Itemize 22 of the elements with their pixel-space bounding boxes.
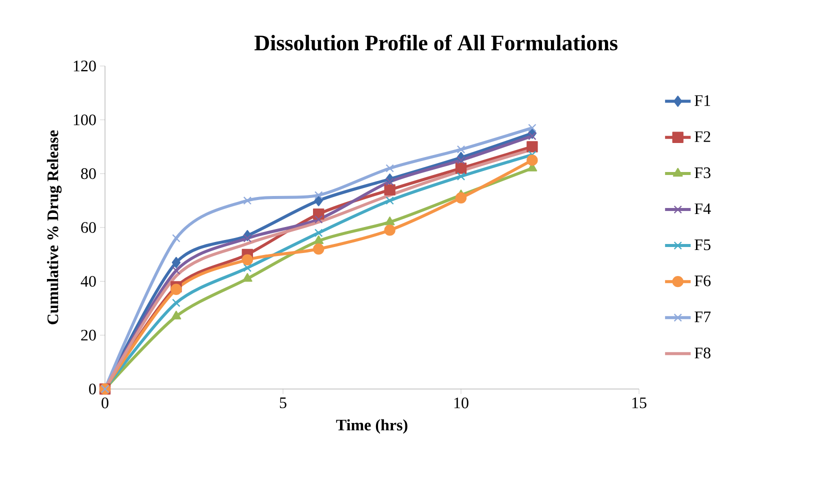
legend-label: F5 xyxy=(694,240,710,250)
x-tick-label: 15 xyxy=(632,398,646,408)
x-axis-title: Time (hrs) xyxy=(336,419,408,434)
legend-label: F8 xyxy=(694,348,710,358)
x-tick-label: 10 xyxy=(454,398,468,408)
legend-label: F7 xyxy=(694,312,711,322)
y-tick-label: 100 xyxy=(74,114,96,126)
y-tick-label: 80 xyxy=(81,168,96,180)
y-tick-label: 40 xyxy=(80,276,96,287)
y-tick-label: 120 xyxy=(74,60,96,72)
x-tick-label: 0 xyxy=(102,398,108,408)
y-tick-label: 0 xyxy=(89,384,96,394)
y-axis-title: Cumulative % Drug Release xyxy=(46,130,62,324)
legend-label: F3 xyxy=(694,167,710,178)
y-tick-label: 60 xyxy=(81,222,96,233)
legend-label: F6 xyxy=(694,276,711,286)
x-tick-label: 5 xyxy=(280,398,286,408)
legend-label: F4 xyxy=(694,204,711,214)
legend-label: F2 xyxy=(694,131,710,142)
chart-title: Dissolution Profile of All Formulations xyxy=(254,34,618,50)
legend-label: F1 xyxy=(694,95,710,106)
y-tick-label: 20 xyxy=(81,330,96,341)
